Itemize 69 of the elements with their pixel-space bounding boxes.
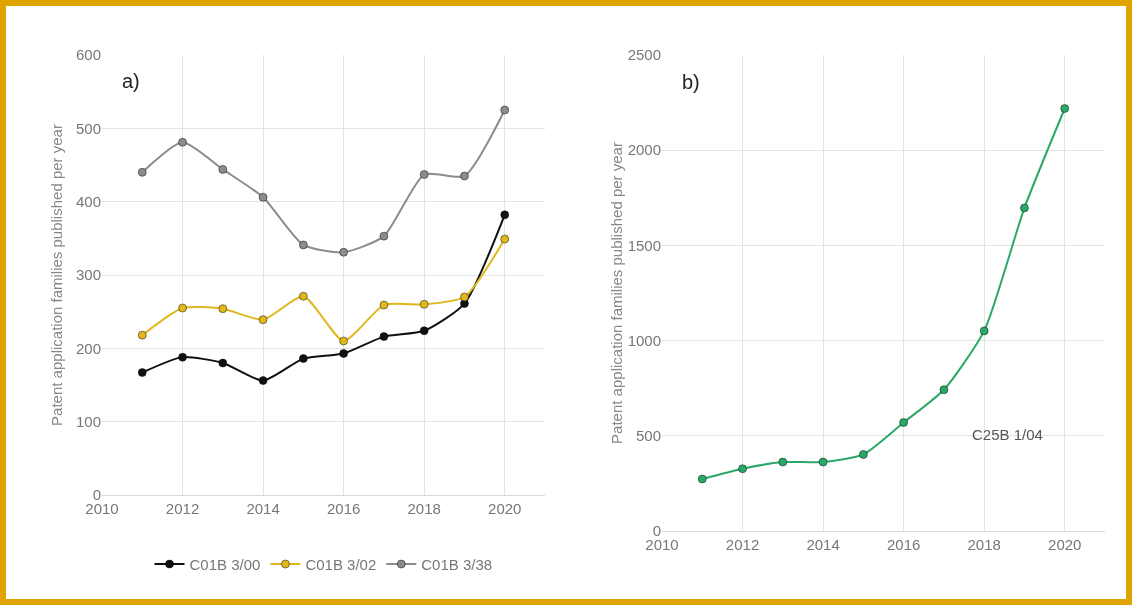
point [419, 326, 429, 336]
y-tick-label: 2000 [627, 141, 661, 159]
text: C25B 1/04 [972, 426, 1043, 443]
x-tick-label: 2012 [165, 500, 200, 517]
point [379, 332, 389, 342]
x-tick-label: 2014 [806, 536, 840, 553]
point [258, 315, 268, 325]
point [218, 164, 228, 174]
point [697, 474, 707, 484]
x-tick-label: 2018 [967, 536, 1001, 553]
x-tick-label: 2016 [886, 536, 921, 553]
point [298, 354, 308, 364]
point [459, 299, 469, 309]
x-tick-label: 2016 [326, 500, 361, 517]
point [778, 457, 788, 467]
point [858, 449, 868, 459]
y-tick-label: 1500 [627, 236, 661, 254]
point [258, 376, 268, 386]
legend-label: C01B 3/00 [189, 555, 261, 573]
x-tick-label: 2020 [1048, 536, 1082, 553]
x-tick-label: 2018 [407, 500, 441, 517]
y-tick-label: 600 [75, 46, 101, 64]
point [218, 304, 228, 314]
point [258, 192, 268, 202]
point [899, 417, 909, 427]
y-tick-label: 200 [75, 339, 101, 357]
legend-label: C01B 3/38 [421, 555, 493, 573]
point [500, 105, 510, 115]
y-tick-label: 500 [75, 119, 101, 137]
text: b) [682, 71, 700, 93]
y-tick-label: 300 [75, 266, 101, 284]
point [339, 247, 349, 257]
point [500, 210, 510, 220]
y-tick-label: 100 [75, 412, 101, 430]
point [738, 464, 748, 474]
y-tick-label: 1000 [627, 331, 661, 349]
point [298, 291, 308, 301]
point [379, 231, 389, 241]
point [339, 348, 349, 358]
point [218, 358, 228, 368]
x-tick-label: 2014 [246, 500, 280, 517]
text: a) [122, 70, 140, 92]
point [339, 336, 349, 346]
point [500, 234, 510, 244]
point [379, 300, 389, 310]
x-tick-label: 2012 [725, 536, 760, 553]
point [178, 137, 188, 147]
point [979, 326, 989, 336]
point [137, 368, 147, 378]
point [459, 171, 469, 181]
point [298, 240, 308, 250]
point [419, 170, 429, 180]
y-tick-label: 500 [635, 427, 661, 445]
point [939, 385, 949, 395]
x-tick-label: 2020 [488, 500, 522, 517]
y-axis-title: Patent application families published per year [608, 142, 625, 444]
point [1060, 104, 1070, 113]
point [178, 303, 188, 313]
y-axis-title: Patent application families published per year [48, 124, 65, 426]
point [419, 299, 429, 309]
point [459, 292, 469, 302]
point [1019, 203, 1029, 213]
point [137, 167, 147, 177]
point [818, 457, 828, 467]
point [178, 352, 188, 362]
y-tick-label: 2500 [627, 46, 661, 64]
legend-label: C01B 3/02 [305, 555, 377, 573]
point [137, 330, 147, 340]
y-tick-label: 400 [75, 192, 101, 210]
